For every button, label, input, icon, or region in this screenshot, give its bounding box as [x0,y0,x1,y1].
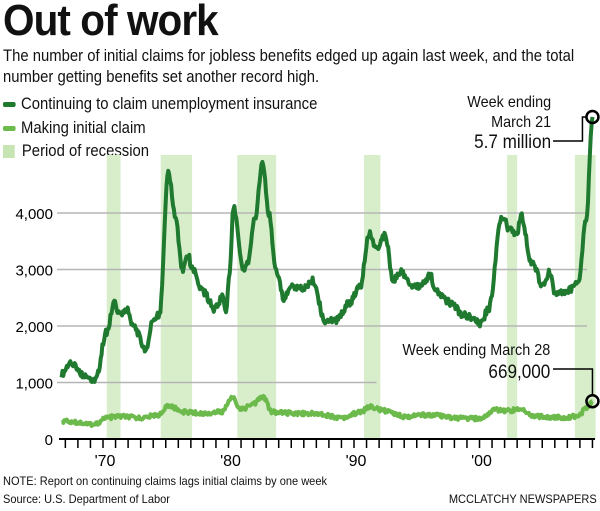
chart-credit: MCCLATCHY NEWSPAPERS [449,492,597,506]
legend-label-continuing: Continuing to claim unemployment insuran… [21,95,318,113]
series-line-continuing [59,116,595,384]
recession-band [364,155,381,439]
annotation-continuing-line1: Week ending [467,94,551,111]
legend-item-initial: Making initial claim [3,119,146,138]
y-tick-label: 1,000 [15,376,53,393]
x-tick-label: '70 [95,453,116,470]
annotation-initial-value: 669,000 [488,362,550,383]
legend-item-continuing: Continuing to claim unemployment insuran… [3,95,317,114]
y-tick-label: 3,000 [15,263,53,280]
legend-label-initial: Making initial claim [21,119,146,137]
y-tick-label: 4,000 [15,206,53,223]
y-tick-label: 2,000 [15,319,53,336]
chart-source: Source: U.S. Department of Labor [3,492,170,506]
series-line-initial [60,393,594,428]
chart-title: Out of work [3,0,219,45]
legend-swatch-initial [3,126,16,131]
annotation-continuing: Week ending March 21 5.7 million [467,93,551,153]
legend-swatch-continuing [3,102,16,107]
annotation-continuing-line2: March 21 [490,114,551,131]
annotation-initial-line1: Week ending March 28 [402,342,550,359]
x-tick-label: '90 [346,453,367,470]
chart-subtitle: The number of initial claims for jobless… [3,47,575,86]
recession-band [574,155,596,439]
x-tick-label: '00 [471,453,492,470]
x-tick-label: '80 [220,453,241,470]
leader-line-initial [553,368,594,396]
recession-band [507,155,518,439]
annotation-initial: Week ending March 28 669,000 [402,340,550,384]
y-tick-label: 0 [45,432,53,449]
chart-note: NOTE: Report on continuing claims lags i… [3,474,327,488]
annotation-continuing-value: 5.7 million [474,132,551,153]
leader-line-continuing [553,116,587,142]
legend-swatch-recession [3,145,15,158]
recession-band [106,155,121,439]
